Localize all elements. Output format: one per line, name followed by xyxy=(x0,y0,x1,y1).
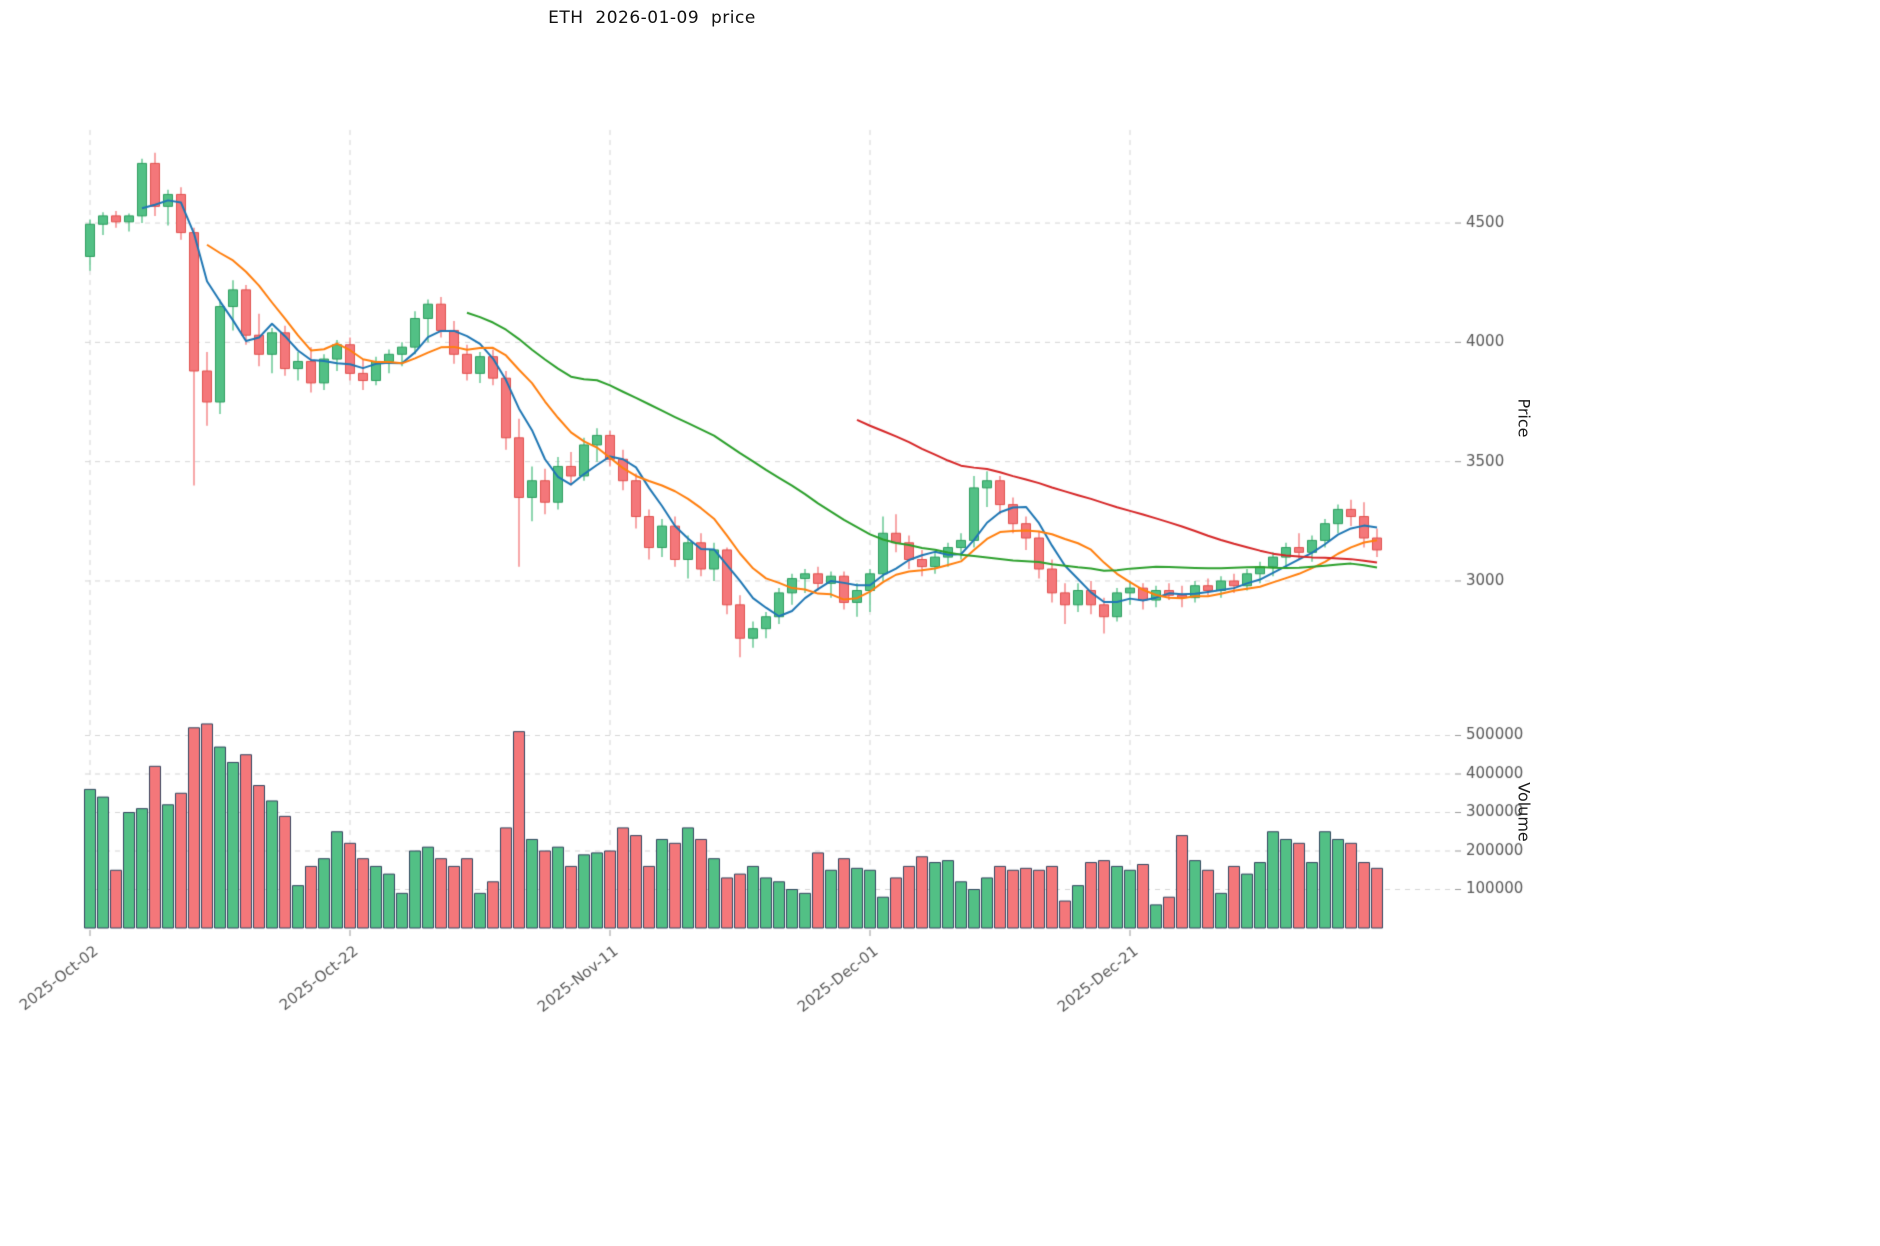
chart-title: ETH 2026-01-09 price xyxy=(548,8,756,28)
price-axis-label: Price xyxy=(1514,398,1534,438)
volume-axis-label: Volume xyxy=(1514,782,1534,842)
